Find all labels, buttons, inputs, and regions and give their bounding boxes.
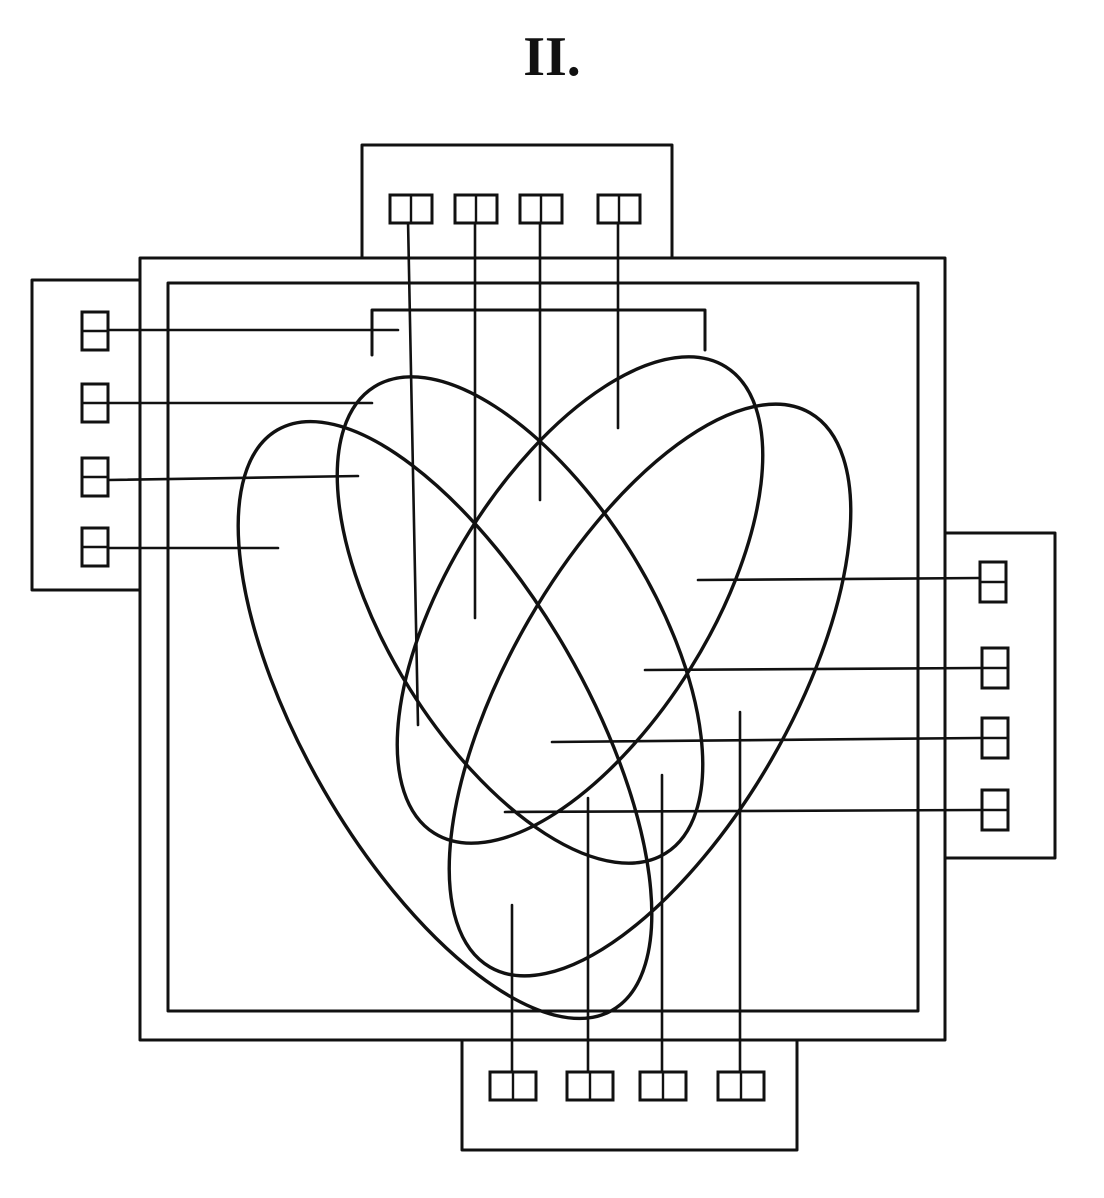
terminal-right-2 <box>980 646 1010 690</box>
right-terminals <box>978 560 1010 832</box>
bottom-terminals <box>488 1070 766 1102</box>
terminal-right-3 <box>980 716 1010 760</box>
bottom-tab <box>460 1038 799 1152</box>
terminal-top-3 <box>518 193 564 225</box>
leader-right-3 <box>550 736 982 744</box>
terminal-left-1 <box>80 310 110 352</box>
leader-right-1 <box>696 576 982 582</box>
terminal-top-2 <box>453 193 499 225</box>
terminal-bottom-1 <box>488 1070 538 1102</box>
ellipse-2 <box>335 375 705 865</box>
figure-title: II. <box>523 26 581 88</box>
frame-inner-border <box>166 281 920 1013</box>
terminal-bottom-2 <box>565 1070 615 1102</box>
ellipses <box>236 355 853 1021</box>
top-terminals <box>388 193 642 225</box>
right-tab <box>943 531 1057 860</box>
leader-right-2 <box>643 666 982 672</box>
bottom-tab-outline <box>460 1038 799 1152</box>
left-terminals <box>80 310 110 568</box>
terminal-left-4 <box>80 526 110 568</box>
terminal-right-1 <box>978 560 1008 604</box>
right-tab-outline <box>943 531 1057 860</box>
leader-right-4 <box>503 808 982 814</box>
ellipse-1 <box>236 419 654 1021</box>
left-tab <box>30 278 142 592</box>
leader-left-3 <box>106 474 360 482</box>
ellipse-4 <box>447 402 853 978</box>
terminal-bottom-4 <box>716 1070 766 1102</box>
terminal-left-2 <box>80 382 110 424</box>
left-tab-outline <box>30 278 142 592</box>
terminal-top-4 <box>596 193 642 225</box>
top-tab <box>360 143 674 260</box>
frame-outer-border <box>138 256 947 1042</box>
terminal-bottom-3 <box>638 1070 688 1102</box>
top-tab-outline <box>360 143 674 260</box>
leader-top-1 <box>406 218 420 727</box>
terminal-right-4 <box>980 788 1010 832</box>
leader-lines <box>106 218 982 1077</box>
inner-top-tab <box>370 308 707 357</box>
terminal-left-3 <box>80 456 110 498</box>
terminal-top-1 <box>388 193 434 225</box>
